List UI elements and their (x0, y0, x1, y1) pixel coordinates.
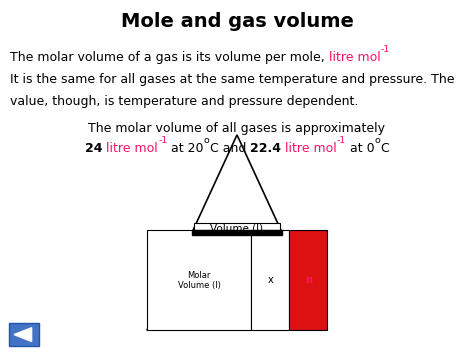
Polygon shape (14, 328, 32, 342)
Text: litre mol: litre mol (329, 51, 381, 65)
Text: 22.4: 22.4 (250, 142, 281, 155)
Text: litre mol: litre mol (102, 142, 158, 155)
Bar (289, 230, 327, 330)
Text: C and: C and (210, 142, 250, 155)
Text: litre mol: litre mol (281, 142, 337, 155)
Text: -1: -1 (337, 136, 346, 145)
Bar (147, 230, 251, 330)
Text: It is the same for all gases at the same temperature and pressure. The: It is the same for all gases at the same… (10, 73, 455, 87)
Text: n: n (305, 275, 311, 285)
Bar (9, 323, 39, 346)
Text: o: o (204, 136, 210, 145)
Text: 24: 24 (85, 142, 102, 155)
Bar (251, 230, 289, 330)
Text: value, though, is temperature and pressure dependent.: value, though, is temperature and pressu… (10, 95, 359, 109)
Text: Mole and gas volume: Mole and gas volume (120, 12, 354, 32)
Text: C: C (380, 142, 389, 155)
Text: at 20: at 20 (167, 142, 204, 155)
Text: The molar volume of a gas is its volume per mole,: The molar volume of a gas is its volume … (10, 51, 329, 65)
Text: -1: -1 (158, 136, 167, 145)
Text: Volume (l): Volume (l) (210, 224, 264, 234)
Text: x: x (267, 275, 273, 285)
Text: o: o (374, 136, 380, 145)
Text: Molar
Volume (l): Molar Volume (l) (178, 271, 220, 290)
Text: -1: -1 (381, 45, 390, 54)
Bar (192, 230, 282, 235)
Text: The molar volume of all gases is approximately: The molar volume of all gases is approxi… (89, 122, 385, 136)
Text: at 0: at 0 (346, 142, 374, 155)
Bar (194, 223, 280, 235)
